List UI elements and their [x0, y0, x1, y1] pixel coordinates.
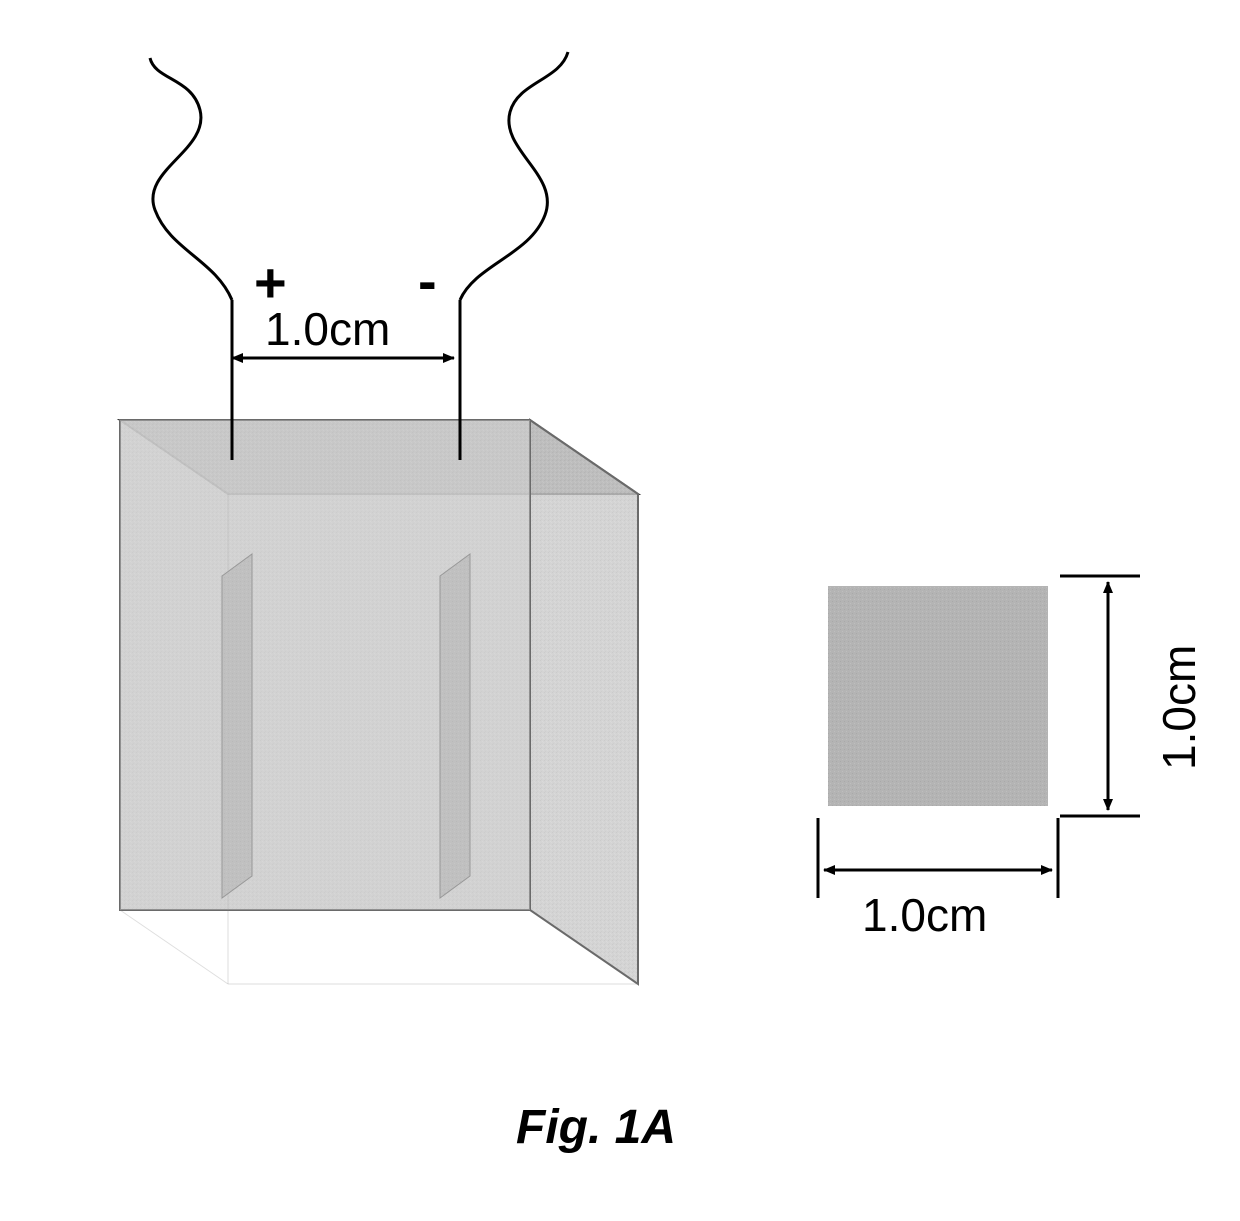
dim-bottom-label: 1.0cm: [862, 888, 987, 942]
electrode-square-rect: [828, 586, 1048, 806]
dimension-bottom: [818, 818, 1058, 898]
dimension-right: [1060, 576, 1140, 816]
dim-top-label: 1.0cm: [265, 302, 390, 356]
figure-caption: Fig. 1A: [516, 1100, 676, 1155]
dim-right-label: 1.0cm: [1152, 645, 1206, 770]
wire-left-curly: [150, 58, 232, 300]
wire-right-curly: [460, 52, 568, 300]
electrode-square: [828, 586, 1048, 806]
minus-sign: -: [418, 248, 437, 313]
cuvette-cube: [120, 420, 638, 984]
diagram-canvas: [0, 0, 1240, 1221]
cube-right-face: [530, 420, 638, 984]
wires: [150, 52, 568, 460]
